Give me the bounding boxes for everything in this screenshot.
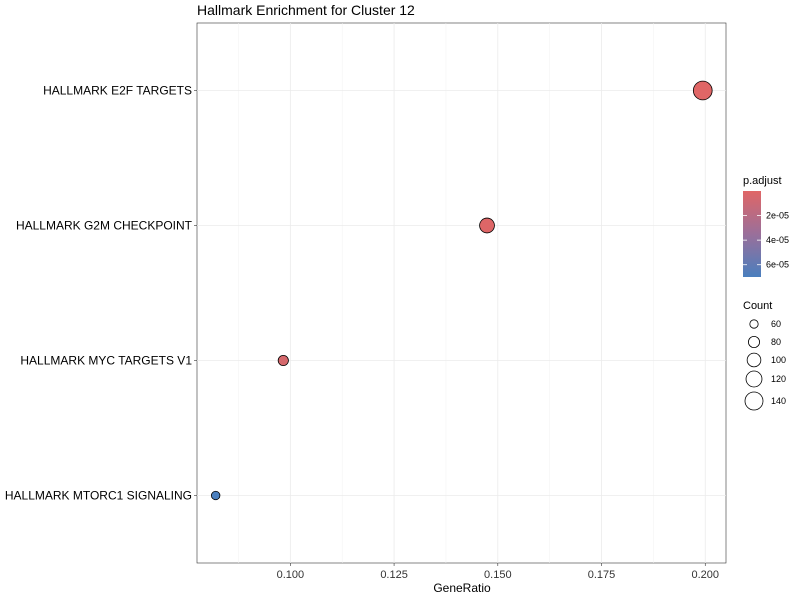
y-tick-label: HALLMARK MYC TARGETS V1 [20,354,192,368]
color-legend-label: 4e-05 [766,235,789,245]
data-point [479,217,495,234]
data-point [277,354,289,367]
x-axis-title: GeneRatio [433,581,491,595]
color-legend-label: 6e-05 [766,260,789,270]
size-legend-label: 100 [771,355,786,365]
size-legend-label: 60 [771,319,781,329]
x-tick-labels: 0.100 0.125 0.150 0.175 0.200 [277,563,719,581]
y-tick-label: HALLMARK E2F TARGETS [43,84,192,98]
plot-panel [196,22,727,564]
size-legend-circle [746,352,762,368]
color-legend-title: p.adjust [743,175,782,187]
chart-title: Hallmark Enrichment for Cluster 12 [197,2,415,18]
x-tick-label: 0.150 [484,569,512,581]
y-tick-labels: HALLMARK E2F TARGETS HALLMARK G2M CHECKPO… [5,84,197,503]
size-legend-title: Count [743,300,772,312]
size-legend-circle [745,370,763,388]
data-point [692,80,713,101]
size-legend-label: 80 [771,337,781,347]
data-points [211,80,713,501]
x-tick-label: 0.100 [277,569,305,581]
y-tick-label: HALLMARK MTORC1 SIGNALING [5,489,192,503]
data-point [211,490,221,501]
y-tick-label: HALLMARK G2M CHECKPOINT [16,219,193,233]
x-tick-label: 0.200 [691,569,719,581]
color-legend-bar [743,191,761,277]
grid-lines [197,23,726,563]
size-legend-items: 60 80 100 120 140 [744,319,786,411]
color-legend-ticks: 2e-05 4e-05 6e-05 [743,211,789,270]
size-legend-circle [747,335,761,349]
size-legend: Count 60 80 100 120 140 [743,300,786,411]
size-legend-circle [749,319,759,329]
size-legend-circle [744,391,764,411]
size-legend-label: 120 [771,374,786,384]
size-legend-label: 140 [771,396,786,406]
x-tick-label: 0.125 [380,569,408,581]
color-legend-label: 2e-05 [766,211,789,221]
x-tick-label: 0.175 [588,569,616,581]
color-legend: p.adjust 2e-05 4e-05 6e-05 [743,175,789,277]
